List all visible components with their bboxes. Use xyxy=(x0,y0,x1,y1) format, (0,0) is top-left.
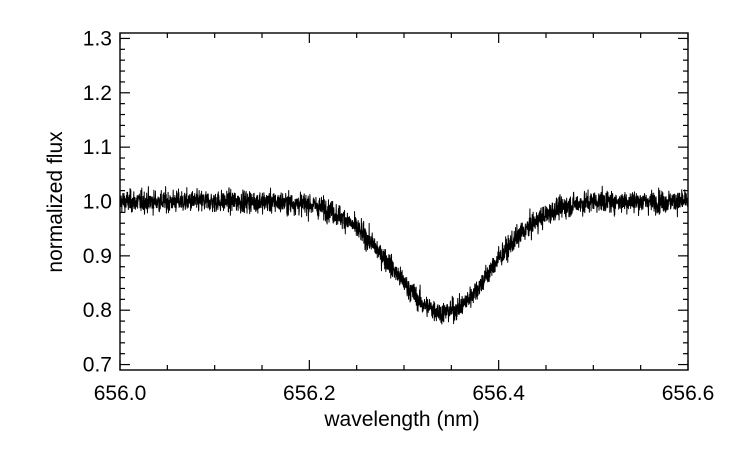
x-tick-label: 656.6 xyxy=(662,382,715,405)
y-tick-label: 1.2 xyxy=(83,82,112,105)
tick-labels: 656.0 656.2 656.4 656.6 0.7 0.8 0.9 1.0 1.1 1.2 1.… xyxy=(83,27,714,405)
x-tick-label: 656.2 xyxy=(283,382,336,405)
y-tick-label: 1.1 xyxy=(83,136,112,159)
x-tick-label: 656.4 xyxy=(472,382,525,405)
axis-ticks xyxy=(119,33,689,370)
x-axis-label: wavelength (nm) xyxy=(323,408,479,431)
plot-area xyxy=(119,185,689,325)
y-tick-label: 1.0 xyxy=(83,191,112,214)
y-tick-label: 0.7 xyxy=(83,354,112,377)
spectrum-line xyxy=(119,185,689,325)
y-tick-label: 1.3 xyxy=(83,27,112,50)
x-tick-label: 656.0 xyxy=(94,382,147,405)
y-tick-label: 0.9 xyxy=(83,245,112,268)
plot-frame xyxy=(119,32,689,371)
y-axis-label: normalized flux xyxy=(44,131,67,273)
y-tick-label: 0.8 xyxy=(83,299,112,322)
